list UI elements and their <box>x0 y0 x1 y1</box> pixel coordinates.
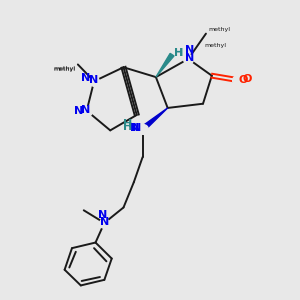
Polygon shape <box>141 108 168 131</box>
Text: methyl: methyl <box>53 67 75 72</box>
Text: N: N <box>100 217 109 227</box>
Text: N: N <box>132 123 141 133</box>
Text: N: N <box>185 53 194 63</box>
Text: N: N <box>89 76 99 85</box>
Text: H: H <box>174 48 184 58</box>
Text: O: O <box>238 75 248 85</box>
Text: H: H <box>123 122 132 132</box>
Polygon shape <box>156 53 174 77</box>
Text: O: O <box>242 74 251 84</box>
Text: methyl: methyl <box>205 43 226 48</box>
Text: N: N <box>81 74 91 83</box>
Text: N: N <box>130 123 139 133</box>
Text: N: N <box>98 209 107 220</box>
Text: methyl: methyl <box>53 66 76 71</box>
Text: N: N <box>74 106 83 116</box>
Text: N: N <box>185 45 194 55</box>
Text: H: H <box>174 48 184 58</box>
Text: H: H <box>123 119 132 129</box>
Text: methyl: methyl <box>208 27 230 32</box>
Text: N: N <box>81 105 90 115</box>
